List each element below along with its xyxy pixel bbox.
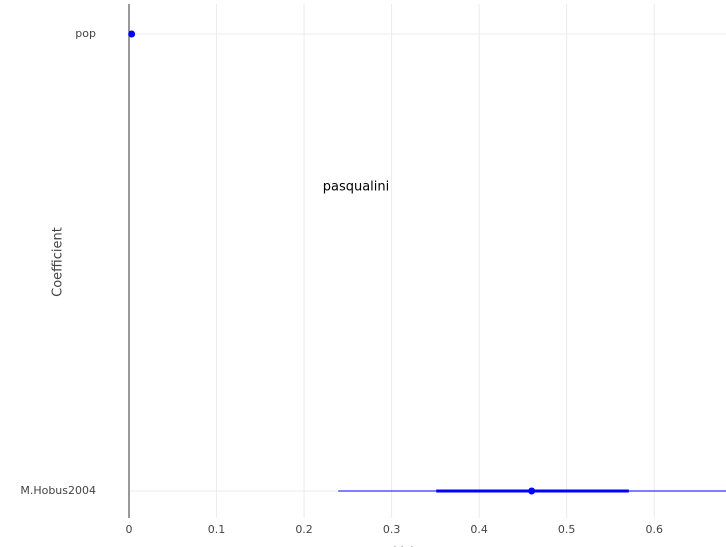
- point: [528, 487, 536, 495]
- y-tick-label: pop: [75, 27, 96, 40]
- x-tick-label: 0.2: [295, 523, 313, 536]
- annotation: pasqualini: [323, 180, 390, 195]
- x-tick-label: 0.1: [208, 523, 226, 536]
- point: [128, 30, 136, 38]
- x-tick-label: 0.5: [558, 523, 576, 536]
- x-tick-label: 0: [126, 523, 133, 536]
- x-tick-label: 0.3: [383, 523, 401, 536]
- x-tick-label: 0.4: [470, 523, 488, 536]
- y-tick-label: M.Hobus2004: [20, 484, 96, 497]
- x-axis-title: Value: [394, 546, 430, 547]
- x-tick-label: 0.6: [645, 523, 663, 536]
- y-axis-title: Coefficient: [51, 227, 66, 297]
